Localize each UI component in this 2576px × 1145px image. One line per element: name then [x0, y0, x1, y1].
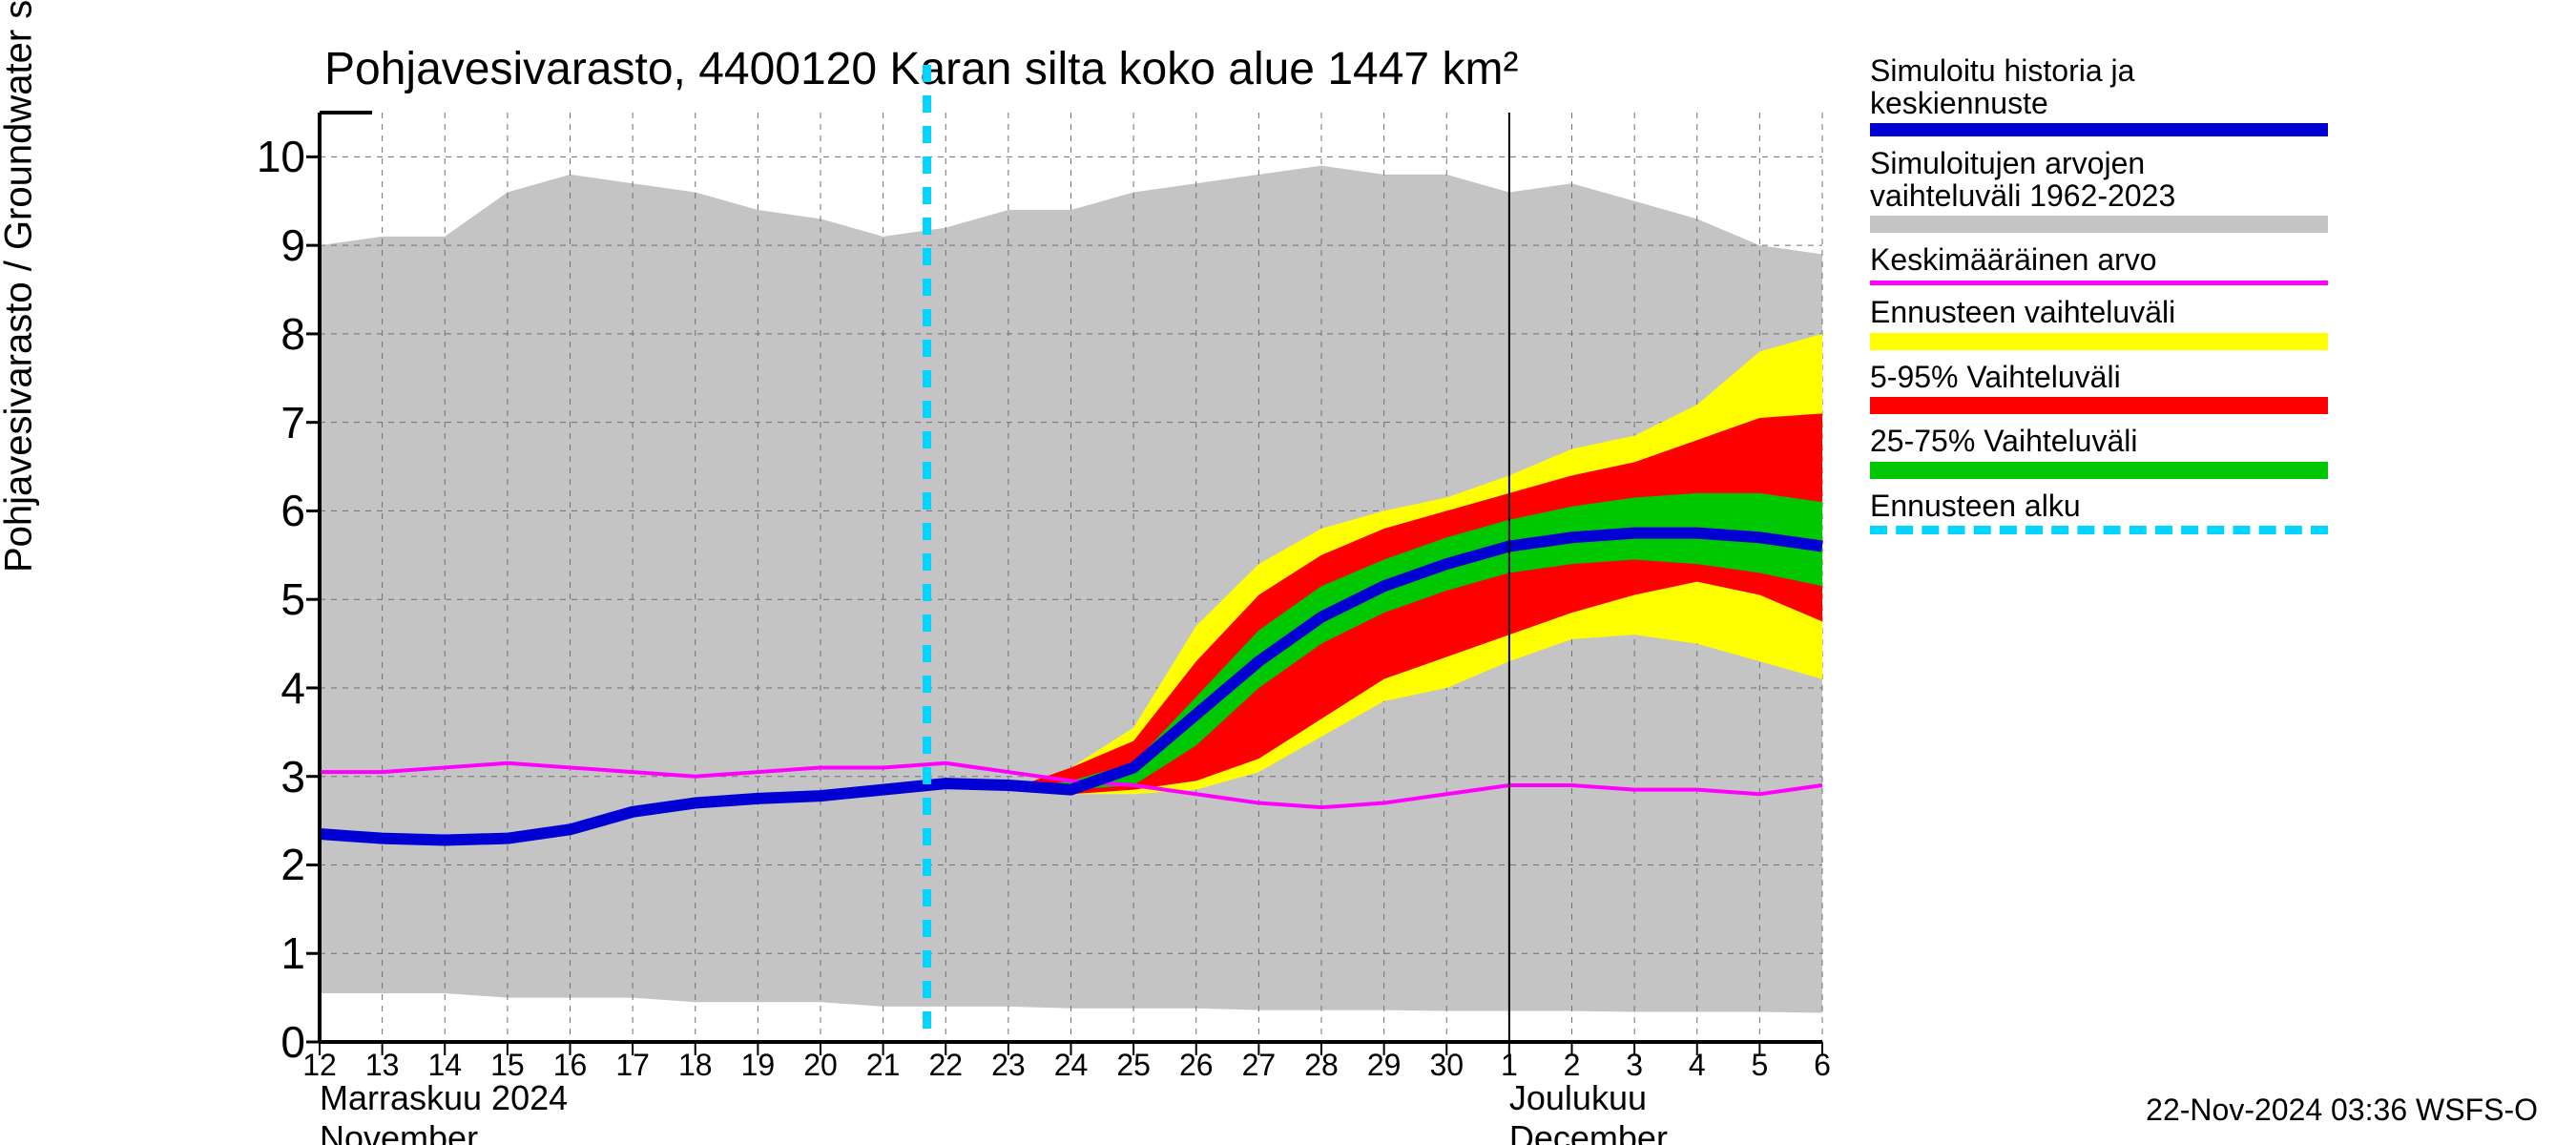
legend-item: 25-75% Vaihteluväli — [1870, 426, 2538, 479]
y-tick-label: 9 — [172, 219, 305, 271]
x-tick-label: 22 — [928, 1048, 963, 1083]
x-tick-label: 26 — [1179, 1048, 1214, 1083]
legend-item: Simuloitujen arvojen vaihteluväli 1962-2… — [1870, 148, 2538, 233]
legend-swatch — [1870, 462, 2328, 479]
x-month-label: JoulukuuDecember — [1509, 1078, 1668, 1145]
x-tick-label: 17 — [615, 1048, 650, 1083]
legend-swatch — [1870, 281, 2328, 285]
y-tick-label: 6 — [172, 485, 305, 536]
legend-label: Simuloitujen arvojen vaihteluväli 1962-2… — [1870, 148, 2538, 212]
legend: Simuloitu historia ja keskiennuste Simulo… — [1870, 55, 2538, 546]
legend-label: Simuloitu historia ja keskiennuste — [1870, 55, 2538, 119]
footer-timestamp: 22-Nov-2024 03:36 WSFS-O — [2146, 1093, 2538, 1128]
x-tick-label: 28 — [1304, 1048, 1339, 1083]
y-tick-label: 8 — [172, 308, 305, 360]
legend-label: 25-75% Vaihteluväli — [1870, 426, 2538, 458]
x-tick-label: 30 — [1429, 1048, 1464, 1083]
legend-swatch — [1870, 333, 2328, 350]
legend-item: Keskimääräinen arvo — [1870, 244, 2538, 285]
y-tick-label: 7 — [172, 397, 305, 448]
y-tick-label: 1 — [172, 927, 305, 979]
y-tick-label: 2 — [172, 839, 305, 890]
legend-item: Ennusteen alku — [1870, 490, 2538, 535]
legend-label: Ennusteen vaihteluväli — [1870, 297, 2538, 329]
plot-area — [320, 113, 1822, 1042]
legend-swatch — [1870, 397, 2328, 414]
x-tick-label: 25 — [1116, 1048, 1151, 1083]
x-tick-label: 18 — [678, 1048, 713, 1083]
y-ticks: 012345678910 — [172, 113, 305, 1042]
legend-item: Simuloitu historia ja keskiennuste — [1870, 55, 2538, 136]
x-tick-label: 5 — [1751, 1048, 1768, 1083]
y-tick-label: 0 — [172, 1016, 305, 1068]
x-tick-label: 27 — [1242, 1048, 1277, 1083]
legend-swatch — [1870, 526, 2328, 534]
legend-label: Ennusteen alku — [1870, 490, 2538, 523]
x-tick-label: 20 — [803, 1048, 838, 1083]
y-tick-label: 4 — [172, 662, 305, 714]
y-tick-label: 10 — [172, 131, 305, 182]
x-tick-label: 6 — [1814, 1048, 1831, 1083]
legend-label: Keskimääräinen arvo — [1870, 244, 2538, 277]
legend-swatch — [1870, 216, 2328, 233]
y-tick-label: 3 — [172, 751, 305, 802]
x-tick-label: 21 — [866, 1048, 901, 1083]
x-tick-label: 24 — [1054, 1048, 1089, 1083]
legend-item: Ennusteen vaihteluväli — [1870, 297, 2538, 350]
legend-item: 5-95% Vaihteluväli — [1870, 362, 2538, 415]
chart-container: Pohjavesivarasto / Groundwater storage m… — [0, 0, 2576, 1145]
x-tick-label: 23 — [991, 1048, 1026, 1083]
y-axis-label: Pohjavesivarasto / Groundwater storage m… — [0, 0, 41, 572]
chart-title: Pohjavesivarasto, 4400120 Karan silta ko… — [324, 43, 1518, 95]
legend-label: 5-95% Vaihteluväli — [1870, 362, 2538, 394]
x-tick-label: 4 — [1689, 1048, 1706, 1083]
y-tick-label: 5 — [172, 573, 305, 625]
x-tick-label: 29 — [1367, 1048, 1402, 1083]
legend-swatch — [1870, 123, 2328, 136]
x-tick-label: 19 — [741, 1048, 776, 1083]
x-month-label: Marraskuu 2024November — [320, 1078, 568, 1145]
